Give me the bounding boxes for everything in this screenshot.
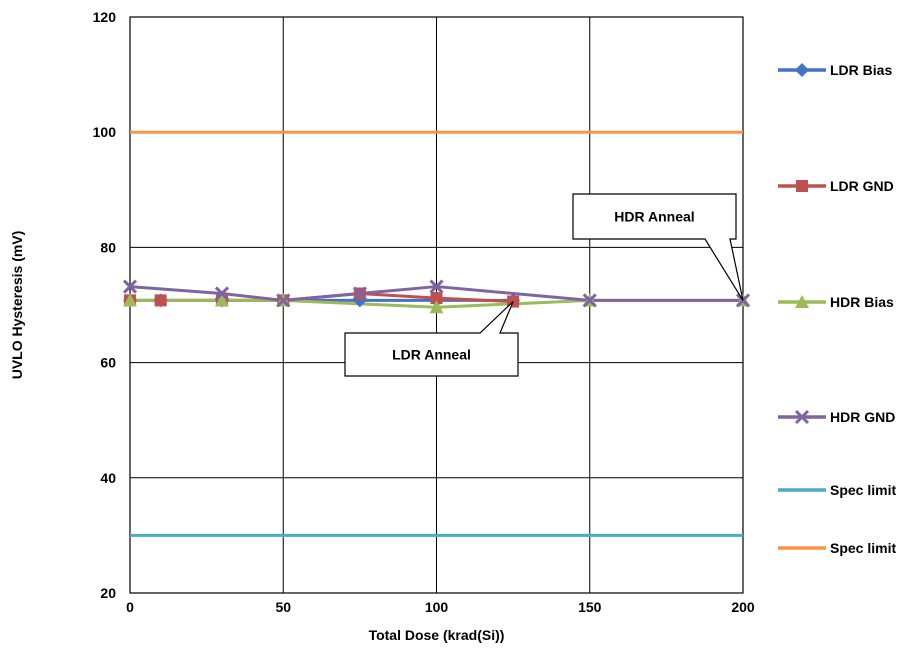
legend-label: Spec limit xyxy=(830,540,896,556)
callouts: HDR Anneal LDR Anneal xyxy=(344,193,744,377)
data-point-series-4 xyxy=(582,293,597,308)
data-point-series-4 xyxy=(122,279,138,294)
x-tick-label: 0 xyxy=(126,599,134,615)
callout-label: LDR Anneal xyxy=(392,347,471,363)
data-point-series-3 xyxy=(429,300,444,314)
y-tick-label: 40 xyxy=(100,470,116,486)
data-point-series-2 xyxy=(154,294,167,307)
data-point-series-4 xyxy=(429,279,444,294)
data-point-series-4 xyxy=(352,286,367,301)
y-tick-label: 80 xyxy=(100,239,116,255)
data-point-series-2 xyxy=(430,292,443,305)
legend-label: Spec limit xyxy=(830,482,896,498)
callout-box xyxy=(572,193,744,301)
legend-label: HDR Bias xyxy=(830,294,894,310)
legend-marker xyxy=(794,409,810,425)
tick-labels: 0 50 100 150 200 20 40 60 80 100 120 xyxy=(93,9,755,615)
legend-label: LDR Bias xyxy=(830,62,892,78)
legend-label: HDR GND xyxy=(830,409,895,425)
legend-label: LDR GND xyxy=(830,178,894,194)
callout-box xyxy=(344,301,519,377)
x-tick-label: 50 xyxy=(275,599,291,615)
y-tick-label: 120 xyxy=(93,9,117,25)
data-point-series-4 xyxy=(214,286,230,301)
y-tick-label: 100 xyxy=(93,124,117,140)
y-axis-label: UVLO Hysteresis (mV) xyxy=(9,231,25,380)
x-tick-label: 150 xyxy=(578,599,602,615)
data-point-series-3 xyxy=(123,293,137,307)
series-markers xyxy=(122,279,751,314)
legend-marker xyxy=(796,180,808,192)
legend-marker xyxy=(795,63,809,77)
y-tick-label: 60 xyxy=(100,355,116,371)
data-point-series-3 xyxy=(214,293,229,307)
legend-marker xyxy=(795,295,809,308)
callout-label: HDR Anneal xyxy=(614,209,694,225)
x-tick-label: 100 xyxy=(425,599,449,615)
x-tick-label: 200 xyxy=(731,599,755,615)
y-tick-label: 20 xyxy=(100,585,116,601)
x-axis-label: Total Dose (krad(Si)) xyxy=(369,627,505,643)
data-point-series-4 xyxy=(276,293,291,308)
legend: LDR Bias LDR GND HDR Bias HDR GND Spec limit… xyxy=(778,62,896,556)
